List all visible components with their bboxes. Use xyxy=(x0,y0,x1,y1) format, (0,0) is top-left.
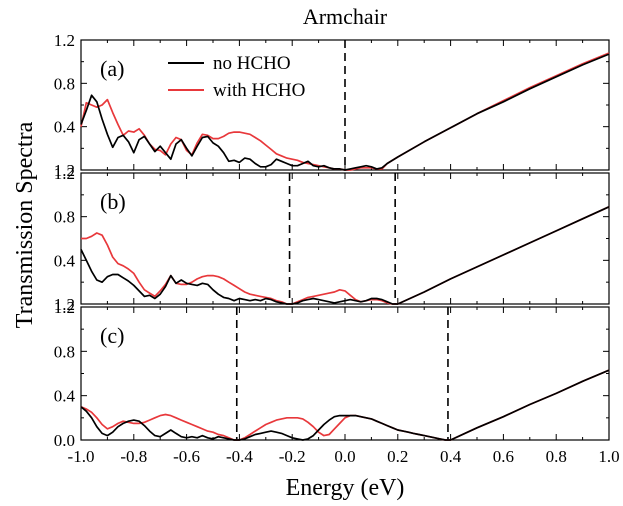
y-tick-label: 0.4 xyxy=(54,118,76,137)
x-tick-label: -1.0 xyxy=(68,447,95,466)
x-tick-label: -0.6 xyxy=(173,447,200,466)
panel-2: 1.2 0.4 0.8 1.2 (b) xyxy=(54,164,610,314)
x-tick-label: 1.0 xyxy=(598,447,619,466)
y-tick-label: 0.4 xyxy=(54,387,76,406)
panel-label: (b) xyxy=(100,189,126,214)
legend-entry: with HCHO xyxy=(213,80,305,101)
panel-label: (a) xyxy=(100,56,124,81)
plot-frame xyxy=(80,172,610,305)
y-tick-label: 0.8 xyxy=(54,74,75,93)
panel-3: 0.0 0.4 0.8 1.2 -1.0 -0.8 -0.6 -0.4 -0.2 0.0 0.2 0.… xyxy=(54,298,620,466)
x-tick-label: 0.4 xyxy=(440,447,462,466)
panels-group: 1.2 0.4 0.8 1.2 (a) no HCHO with HCHO 1.2 0.4 0.8… xyxy=(54,31,620,466)
plot-frame xyxy=(80,306,610,441)
x-tick-label: 0.0 xyxy=(334,447,355,466)
x-axis-label: Energy (eV) xyxy=(286,475,405,501)
x-tick-label: 0.2 xyxy=(387,447,408,466)
figure-title: Armchair xyxy=(303,4,388,29)
x-tick-label: -0.4 xyxy=(226,447,253,466)
x-tick-label: 0.6 xyxy=(493,447,514,466)
x-tick-label: 0.8 xyxy=(546,447,567,466)
y-tick-label: 0.0 xyxy=(54,431,75,450)
y-tick-label: 1.2 xyxy=(54,298,75,317)
y-axis-label: Transmission Spectra xyxy=(12,121,38,328)
series-line-with-hcho xyxy=(81,206,610,305)
y-tick-label: 1.2 xyxy=(54,164,75,183)
series-line-no-hcho xyxy=(80,53,610,171)
legend: no HCHO with HCHO xyxy=(168,53,305,101)
panel-1: 1.2 0.4 0.8 1.2 (a) no HCHO with HCHO xyxy=(54,31,610,180)
legend-entry: no HCHO xyxy=(213,53,291,74)
y-tick-label: 0.4 xyxy=(54,251,76,270)
series-line-no-hcho xyxy=(80,369,610,441)
x-tick-label: -0.2 xyxy=(279,447,306,466)
y-tick-label: 1.2 xyxy=(54,161,75,180)
y-tick-label: 1.2 xyxy=(54,31,75,50)
x-tick-label: -0.8 xyxy=(120,447,147,466)
y-tick-label: 1.2 xyxy=(54,295,75,314)
y-tick-label: 0.8 xyxy=(54,342,75,361)
y-tick-label: 0.8 xyxy=(54,208,75,227)
panel-label: (c) xyxy=(100,323,124,348)
series-line-no-hcho xyxy=(80,206,610,305)
